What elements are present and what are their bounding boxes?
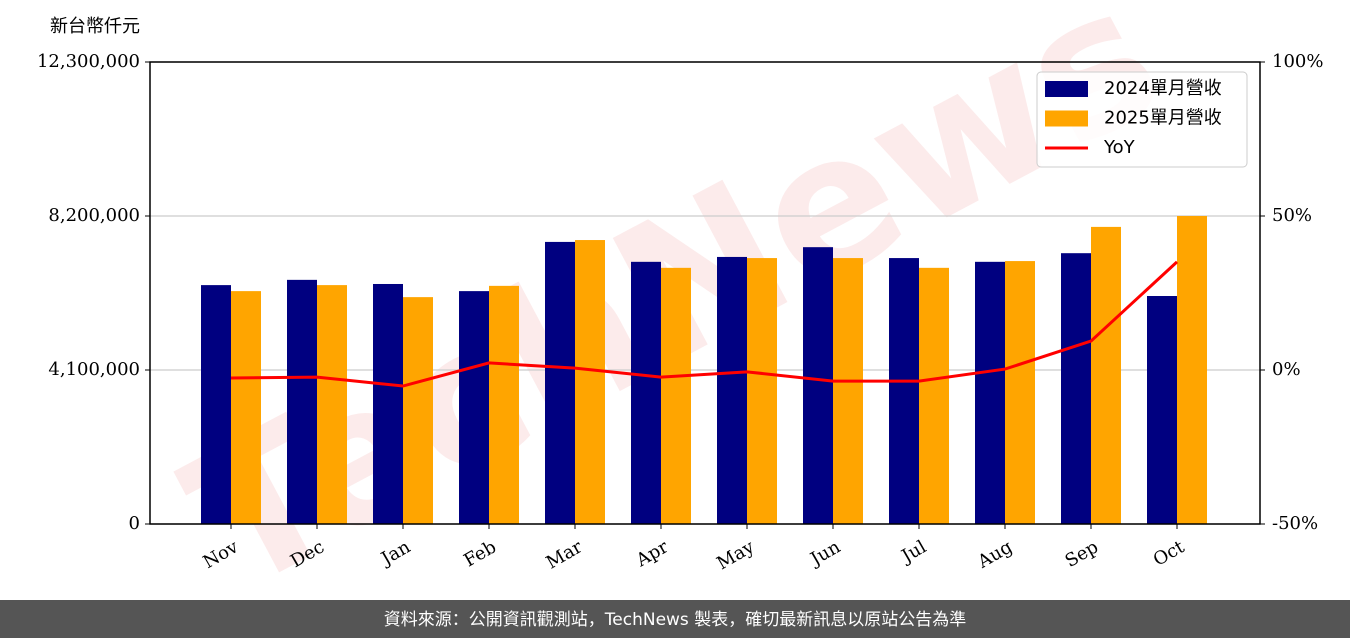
- x-tick-label: May: [713, 536, 758, 574]
- legend-label: 2024單月營收: [1104, 78, 1222, 99]
- plot-frame: [149, 61, 1261, 525]
- bar: [833, 258, 863, 524]
- bar: [803, 247, 833, 525]
- y-tick-label: 0: [129, 513, 140, 534]
- x-tick-label: Aug: [973, 536, 1016, 573]
- bar: [631, 261, 661, 524]
- footer-band: [0, 600, 1350, 638]
- y-axis-label: 新台幣仟元: [50, 16, 140, 37]
- bar: [975, 261, 1005, 524]
- x-tick-label: Mar: [543, 536, 587, 573]
- x-tick-label: Oct: [1150, 536, 1189, 571]
- bar: [373, 283, 403, 524]
- y2-tick-label: 0%: [1272, 359, 1301, 380]
- legend-swatch: [1045, 81, 1088, 97]
- bar: [1061, 253, 1091, 524]
- bar: [1177, 216, 1207, 524]
- bar: [489, 285, 519, 524]
- x-tick-label: Jul: [896, 536, 930, 568]
- legend-swatch: [1045, 110, 1088, 127]
- x-tick-label: Feb: [460, 536, 500, 571]
- x-tick-label: Jun: [805, 536, 844, 571]
- bar: [1005, 261, 1035, 524]
- bar: [1091, 226, 1121, 524]
- y2-tick-label: -50%: [1272, 513, 1318, 534]
- y-tick-label: 4,100,000: [48, 359, 140, 380]
- bar: [1147, 296, 1177, 524]
- legend-box: [1036, 71, 1248, 168]
- bar: [403, 297, 433, 524]
- x-tick-label: Sep: [1062, 536, 1102, 571]
- bar: [459, 291, 489, 524]
- y-tick-label: 8,200,000: [48, 205, 140, 226]
- y2-tick-label: 100%: [1272, 51, 1323, 72]
- legend-label: YoY: [1103, 137, 1136, 158]
- bar: [317, 285, 347, 524]
- legend-label: 2025單月營收: [1104, 108, 1222, 129]
- bar: [747, 258, 777, 524]
- bar: [545, 241, 575, 525]
- bar: [717, 256, 747, 524]
- bar: [889, 258, 919, 524]
- bar: [919, 267, 949, 524]
- footer-text: 資料來源：公開資訊觀測站，TechNews 製表，確切最新訊息以原站公告為準: [384, 610, 966, 630]
- y2-tick-label: 50%: [1272, 205, 1312, 226]
- yoy-line: [230, 260, 1179, 388]
- bar: [661, 267, 691, 524]
- y-tick-label: 12,300,000: [37, 51, 140, 72]
- bar: [575, 240, 605, 525]
- bar: [287, 279, 317, 524]
- bar: [231, 291, 261, 524]
- bar: [201, 285, 231, 524]
- x-tick-label: Apr: [632, 536, 672, 571]
